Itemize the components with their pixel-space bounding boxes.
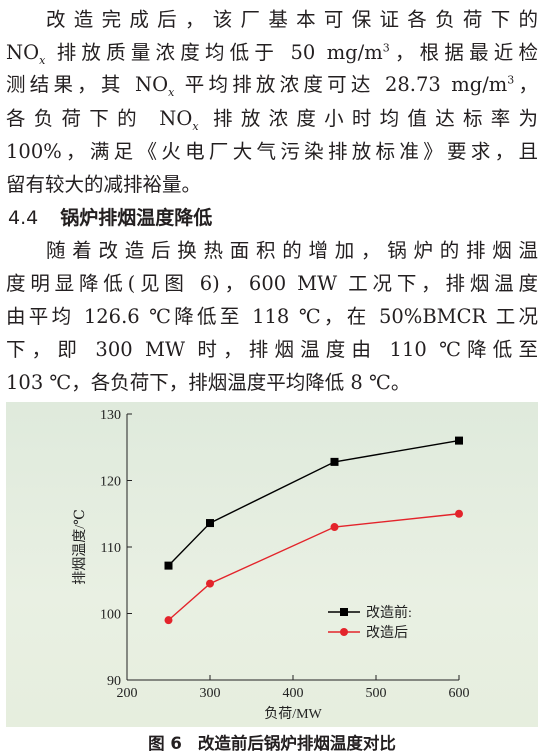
text: ， [514,73,538,96]
data-point-2 [164,616,173,625]
text: 各负荷下的 NO [6,107,193,130]
data-point-2 [206,579,214,588]
y-tick-label: 120 [100,475,121,490]
paragraph-1-line-2: NOx 排放质量浓度均低于 50 mg/m3，根据最近检 [6,38,538,68]
paragraph-2-line-4: 下，即 300 MW 时，排烟温度由 110 ℃降低至 [6,335,538,365]
paragraph-2-line-3: 由平均 126.6 ℃降低至 118 ℃，在 50%BMCR 工况 [6,302,538,332]
y-axis-label: 排烟温度/℃ [72,509,88,585]
x-tick-label: 300 [200,686,221,701]
text: 排放浓度小时均值达标率为 [198,107,538,130]
text: 平均排放浓度可达 28.73 mg/m [174,73,508,96]
superscript: 3 [382,41,390,55]
legend-label-1: 改造前: [366,604,412,621]
data-point-1 [164,561,173,570]
y-tick-label: 110 [101,541,121,556]
subscript: x [192,119,199,133]
data-point-2 [455,509,463,518]
text: ，根据最近检 [389,41,538,64]
subscript: x [39,53,46,67]
x-tick-label: 200 [117,686,138,701]
text: 测结果，其 NO [6,73,169,96]
section-heading: 4.4 锅炉排烟温度降低 [8,203,212,233]
data-point-1 [206,519,214,528]
legend-label-2: 改造后 [366,625,408,641]
legend-marker-1 [340,608,348,616]
data-point-1 [330,457,339,466]
data-point-1 [455,436,463,445]
superscript: 3 [507,73,515,87]
line-chart: 200 300 400 500 600 90 100 110 120 130 负荷/MW 排烟温度/℃… [72,408,470,722]
text: 留有较大的减排裕量。 [6,173,202,196]
data-point-2 [330,523,339,532]
paragraph-2-line-5: 103 ℃，各负荷下，排烟温度平均降低 8 ℃。 [6,368,538,398]
figure-caption: 图 6 改造前后锅炉排烟温度对比 [0,730,544,754]
subscript: x [168,85,175,99]
paragraph-1-line-3: 测结果，其 NOx 平均排放浓度可达 28.73 mg/m3， [6,70,538,100]
text: 随着改造后换热面积的增加，锅炉的排烟温 [46,239,538,262]
y-tick-label: 90 [107,674,121,689]
series-line-1 [167,439,460,567]
paragraph-1-line-4: 各负荷下的 NOx 排放浓度小时均值达标率为 [6,104,538,134]
text: NO [6,41,40,64]
figure-panel: 200 300 400 500 600 90 100 110 120 130 负荷/MW 排烟温度/℃… [6,402,538,727]
x-tick-label: 600 [449,686,470,701]
x-tick-label: 400 [283,686,304,701]
legend-marker-2 [340,628,348,636]
text: 下，即 300 MW 时，排烟温度由 110 ℃降低至 [6,338,538,361]
y-tick-label: 100 [100,608,121,623]
text: 排放质量浓度均低于 50 mg/m [45,41,383,64]
figure-caption-text: 改造前后锅炉排烟温度对比 [197,734,396,753]
section-number: 4.4 [8,207,39,229]
series-line-2 [168,513,460,621]
text: 改造完成后，该厂基本可保证各负荷下的 [46,8,538,31]
paragraph-2-line-2: 度明显降低(见图 6)，600 MW 工况下，排烟温度 [6,269,538,299]
x-axis-label: 负荷/MW [264,706,322,722]
y-tick-label: 130 [100,408,121,423]
text: 由平均 126.6 ℃降低至 118 ℃，在 50%BMCR 工况 [6,305,538,328]
paragraph-2-line-1: 随着改造后换热面积的增加，锅炉的排烟温 [6,236,538,266]
paragraph-1-line-5: 100%，满足《火电厂大气污染排放标准》要求，且 [6,137,538,167]
figure-number: 图 6 [148,734,182,753]
text: 100%，满足《火电厂大气污染排放标准》要求，且 [6,140,538,163]
text: 103 ℃，各负荷下，排烟温度平均降低 8 ℃。 [6,371,411,394]
paragraph-1-line-1: 改造完成后，该厂基本可保证各负荷下的 [6,5,538,35]
text: 度明显降低(见图 6)，600 MW 工况下，排烟温度 [6,272,538,295]
x-tick-label: 500 [366,686,387,701]
paragraph-1-line-6: 留有较大的减排裕量。 [6,170,538,200]
section-title: 锅炉排烟温度降低 [60,207,213,229]
